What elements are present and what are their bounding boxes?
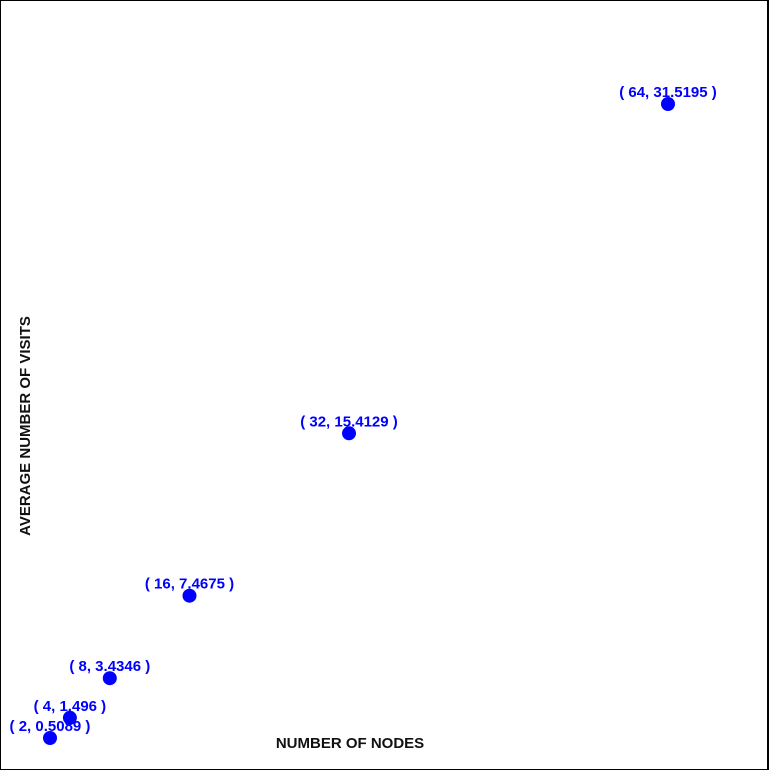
data-point [661, 97, 675, 111]
labels-layer: ( 2, 0.5089 ) ( 4, 1.496 ) ( 8, 3.4346 ) ( … [10, 84, 717, 735]
data-point-label: ( 8, 3.4346 ) [69, 658, 150, 675]
x-axis-label: NUMBER OF NODES [276, 735, 424, 752]
data-point [43, 731, 57, 745]
data-point-label: ( 16, 7.4675 ) [145, 576, 234, 593]
data-point [342, 426, 356, 441]
y-axis-label: AVERAGE NUMBER OF VISITS [17, 316, 34, 536]
data-point [102, 671, 117, 686]
data-point-label: ( 32, 15.4129 ) [300, 413, 398, 430]
data-point-label: ( 4, 1.496 ) [34, 698, 107, 715]
data-point [62, 710, 77, 725]
points-layer [43, 97, 675, 745]
data-point [182, 588, 197, 603]
data-point-label: ( 2, 0.5089 ) [10, 718, 91, 735]
data-point-label: ( 64, 31.5195 ) [619, 84, 717, 101]
